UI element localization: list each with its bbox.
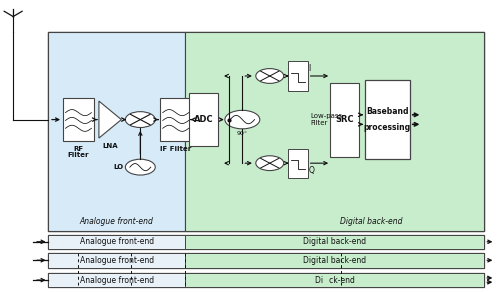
Bar <box>48 32 186 231</box>
Bar <box>186 253 484 267</box>
Text: Di    ck-end: Di ck-end <box>315 276 355 285</box>
Bar <box>48 253 186 267</box>
Text: Analogue front-end: Analogue front-end <box>80 237 154 246</box>
Circle shape <box>126 112 156 128</box>
Bar <box>48 253 484 267</box>
Bar <box>365 80 410 159</box>
Bar <box>190 93 218 146</box>
Bar <box>186 32 484 231</box>
Text: 90°: 90° <box>237 131 248 136</box>
Bar <box>160 98 191 141</box>
Text: LO: LO <box>113 164 124 170</box>
Text: SRC: SRC <box>335 115 354 124</box>
Text: Low-pass
Filter: Low-pass Filter <box>310 113 342 126</box>
Text: LNA: LNA <box>102 143 118 149</box>
Bar <box>48 234 186 249</box>
Bar <box>63 98 94 141</box>
Text: Analogue front-end: Analogue front-end <box>80 256 154 265</box>
Text: RF: RF <box>74 146 84 152</box>
Bar <box>330 83 359 157</box>
Bar <box>186 273 484 287</box>
Bar <box>48 234 484 249</box>
Text: Digital back-end: Digital back-end <box>304 237 366 246</box>
Circle shape <box>225 110 260 129</box>
Text: Analogue front-end: Analogue front-end <box>80 276 154 285</box>
Circle shape <box>256 156 283 171</box>
Text: ADC: ADC <box>194 115 214 124</box>
Text: processing: processing <box>364 123 411 132</box>
Bar <box>48 32 484 231</box>
Text: IF Filter: IF Filter <box>160 146 192 152</box>
Text: Analogue front-end: Analogue front-end <box>80 217 154 226</box>
Text: Digital back-end: Digital back-end <box>304 256 366 265</box>
Text: Baseband: Baseband <box>366 107 408 116</box>
Bar <box>288 149 308 178</box>
Circle shape <box>126 159 156 175</box>
Bar <box>186 234 484 249</box>
Text: Q: Q <box>308 166 314 175</box>
Text: Filter: Filter <box>68 152 89 158</box>
Bar <box>48 273 186 287</box>
Circle shape <box>256 69 283 84</box>
Polygon shape <box>99 101 122 138</box>
Bar <box>288 61 308 91</box>
Bar <box>48 273 484 287</box>
Text: I: I <box>308 64 311 73</box>
Text: Digital back-end: Digital back-end <box>340 217 402 226</box>
